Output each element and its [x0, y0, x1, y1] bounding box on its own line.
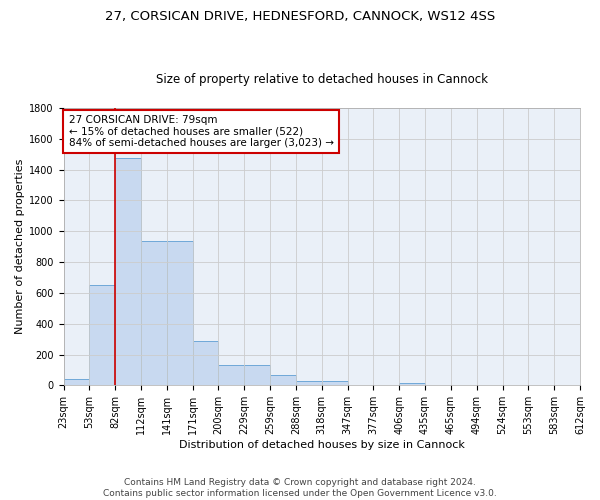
Title: Size of property relative to detached houses in Cannock: Size of property relative to detached ho… — [156, 73, 488, 86]
Y-axis label: Number of detached properties: Number of detached properties — [15, 159, 25, 334]
Bar — [141, 240, 167, 386]
Text: 27, CORSICAN DRIVE, HEDNESFORD, CANNOCK, WS12 4SS: 27, CORSICAN DRIVE, HEDNESFORD, CANNOCK,… — [105, 10, 495, 23]
Bar — [399, 383, 425, 386]
Bar — [296, 382, 322, 386]
Text: Contains HM Land Registry data © Crown copyright and database right 2024.
Contai: Contains HM Land Registry data © Crown c… — [103, 478, 497, 498]
X-axis label: Distribution of detached houses by size in Cannock: Distribution of detached houses by size … — [179, 440, 464, 450]
Bar — [218, 366, 244, 386]
Bar — [167, 240, 193, 386]
Text: 27 CORSICAN DRIVE: 79sqm
← 15% of detached houses are smaller (522)
84% of semi-: 27 CORSICAN DRIVE: 79sqm ← 15% of detach… — [68, 115, 334, 148]
Bar — [115, 158, 141, 386]
Bar — [322, 382, 347, 386]
Bar — [270, 376, 296, 386]
Bar — [89, 285, 115, 386]
Bar — [244, 366, 270, 386]
Bar — [64, 379, 89, 386]
Bar — [193, 340, 218, 386]
